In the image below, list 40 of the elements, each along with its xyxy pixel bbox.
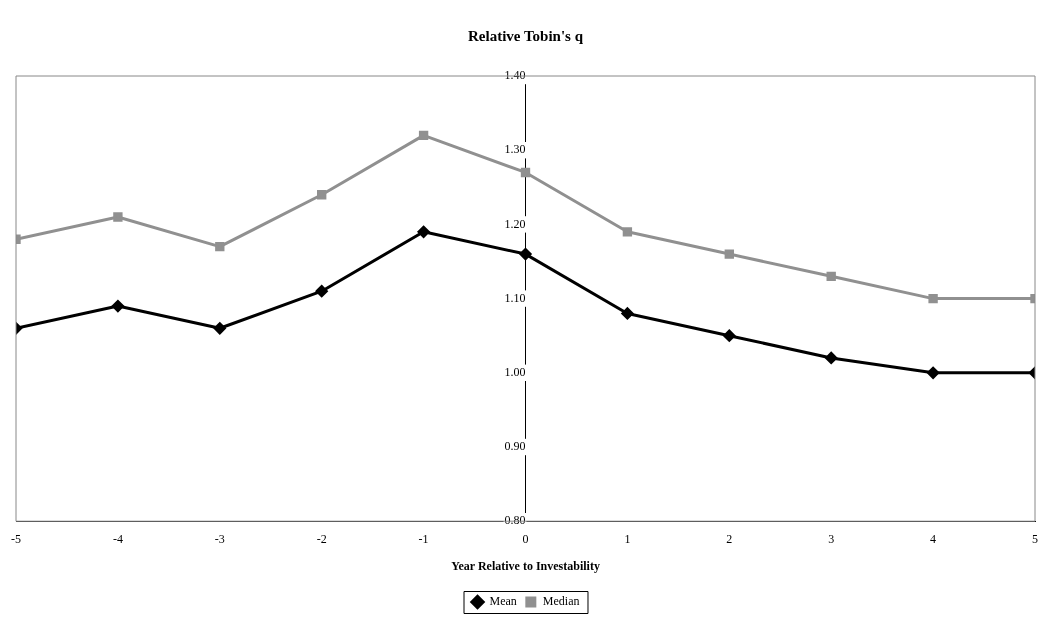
point	[826, 271, 836, 282]
point	[825, 351, 838, 364]
x-tick-label: -1	[418, 531, 429, 546]
x-axis-title: Year Relative to Investability	[451, 558, 600, 573]
x-tick-label: 1	[624, 531, 631, 546]
legend-label: Median	[542, 594, 580, 609]
point	[519, 248, 532, 261]
x-tick-label: -5	[11, 531, 21, 546]
point	[724, 249, 734, 259]
point	[928, 293, 938, 304]
y-tick-label: 1.10	[504, 290, 526, 305]
y-tick-label: 0.90	[504, 439, 526, 454]
point	[418, 130, 429, 141]
x-tick-label: -3	[214, 531, 225, 546]
y-tick-label: 1.40	[504, 68, 526, 83]
x-tick-label: -4	[112, 531, 123, 546]
chart-title: Relative Tobin's q	[467, 27, 584, 44]
legend-label: Mean	[489, 594, 517, 609]
x-tick-label: 4	[930, 531, 937, 546]
x-tick-label: 2	[726, 531, 733, 546]
x-tick-label: -2	[316, 531, 327, 546]
x-tick-label: 0	[522, 531, 529, 546]
x-tick-label: 3	[828, 531, 835, 546]
y-tick-label: 1.30	[504, 142, 526, 157]
y-tick-label: 0.80	[504, 513, 526, 528]
point	[111, 300, 124, 313]
point	[622, 227, 633, 237]
point	[317, 190, 327, 200]
point	[215, 241, 225, 252]
y-tick-label: 1.00	[504, 364, 526, 379]
x-tick-label: 5	[1032, 531, 1038, 546]
point	[520, 167, 531, 178]
point	[723, 329, 736, 342]
point	[315, 285, 328, 298]
y-tick-label: 1.20	[504, 216, 526, 231]
point	[417, 225, 430, 238]
point	[621, 307, 634, 320]
point	[213, 322, 226, 335]
point	[927, 366, 940, 379]
point	[113, 212, 123, 222]
